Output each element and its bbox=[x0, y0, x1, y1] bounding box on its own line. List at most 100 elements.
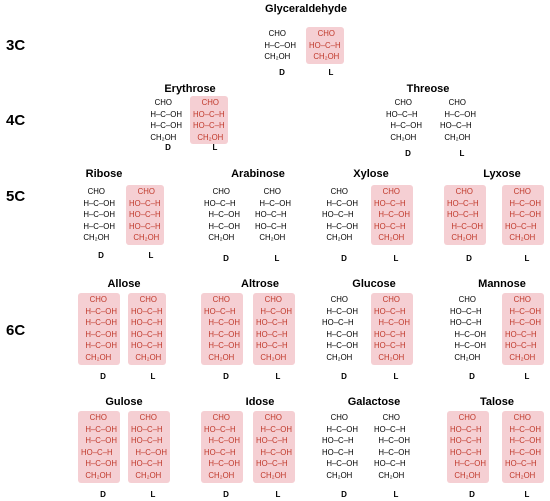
structure-line: HO–C–H bbox=[374, 424, 406, 434]
galactose-l-structure: CHO HO–C–H H–C–OH H–C–OH HO–C–H CH₂OH bbox=[374, 412, 410, 482]
structure-line: CH₂OH bbox=[255, 233, 286, 243]
structure-line: CH₂OH bbox=[131, 352, 162, 362]
structure-line: CHO bbox=[374, 187, 400, 196]
structure-line: H–C–OH bbox=[450, 459, 486, 469]
structure-line: HO–C–H bbox=[204, 198, 236, 208]
structure-line: CH₂OH bbox=[374, 352, 405, 362]
xylose-l-structure: CHO HO–C–H H–C–OH HO–C–H CH₂OH bbox=[371, 185, 413, 245]
glyceraldehyde-l-label: L bbox=[328, 68, 334, 77]
structure-line: CH₂OH bbox=[81, 470, 112, 480]
sugar-title-gulose: Gulose bbox=[105, 396, 143, 408]
structure-lines: CHO HO–C–H HO–C–H H–C–OH H–C–OH CH₂OH bbox=[450, 294, 486, 364]
arabinose-d-structure: CHO HO–C–H H–C–OH H–C–OH CH₂OH bbox=[204, 186, 240, 244]
structure-line: H–C–OH bbox=[256, 306, 292, 316]
structure-line: H–C–OH bbox=[204, 436, 240, 446]
structure-line: HO–C–H bbox=[322, 447, 354, 457]
structure-line: HO–C–H bbox=[131, 436, 163, 446]
sugar-title-arabinose: Arabinose bbox=[231, 168, 285, 180]
structure-line: HO–C–H bbox=[505, 459, 537, 469]
row-label-3c: 3C bbox=[6, 37, 26, 54]
structure-line: CHO bbox=[81, 413, 107, 422]
structure-line: HO–C–H bbox=[450, 318, 482, 328]
structure-line: HO–C–H bbox=[255, 210, 287, 220]
highlight-background bbox=[190, 96, 228, 145]
sugar-title-galactose: Galactose bbox=[347, 396, 401, 408]
structure-line: HO–C–H bbox=[256, 436, 288, 446]
structure-line: HO–C–H bbox=[193, 121, 225, 131]
sugar-title-erythrose: Erythrose bbox=[164, 83, 216, 95]
structure-line: CH₂OH bbox=[129, 233, 160, 243]
structure-line: H–C–OH bbox=[505, 424, 541, 434]
structure-lines: CHO H–C–OH H–C–OH H–C–OH HO–C–H CH₂OH bbox=[505, 412, 541, 482]
structure-line: H–C–OH bbox=[322, 459, 358, 469]
highlight-background bbox=[502, 293, 544, 365]
threose-d-label: D bbox=[405, 149, 411, 158]
structure-line: HO–C–H bbox=[204, 306, 236, 316]
ribose-l-structure: CHO HO–C–H HO–C–H HO–C–H CH₂OH bbox=[126, 185, 164, 245]
structure-line: CH₂OH bbox=[309, 52, 340, 62]
structure-line: CHO bbox=[79, 187, 105, 196]
structure-line: CHO bbox=[505, 413, 531, 422]
structure-line: HO–C–H bbox=[129, 198, 161, 208]
structure-line: CHO bbox=[374, 295, 400, 304]
structure-line: HO–C–H bbox=[450, 447, 482, 457]
highlight-background bbox=[201, 293, 243, 365]
structure-line: CH₂OH bbox=[204, 470, 235, 480]
structure-line: CHO bbox=[386, 98, 412, 107]
structure-line: CHO bbox=[81, 295, 107, 304]
structure-lines: CHO H–C–OH HO–C–H HO–C–H HO–C–H CH₂OH bbox=[256, 294, 292, 364]
structure-lines: CHO HO–C–H H–C–OH HO–C–H HO–C–H CH₂OH bbox=[374, 294, 410, 364]
structure-line: CHO bbox=[505, 187, 531, 196]
structure-lines: CHO H–C–OH HO–C–H HO–C–H H–C–OH CH₂OH bbox=[322, 412, 358, 482]
altrose-l-structure: CHO H–C–OH HO–C–H HO–C–H HO–C–H CH₂OH bbox=[253, 293, 295, 365]
structure-line: H–C–OH bbox=[131, 447, 167, 457]
structure-line: HO–C–H bbox=[204, 447, 236, 457]
structure-line: H–C–OH bbox=[505, 436, 541, 446]
structure-line: HO–C–H bbox=[374, 221, 406, 231]
sugar-title-idose: Idose bbox=[245, 396, 275, 408]
structure-lines: CHO HO–C–H H–C–OH HO–C–H H–C–OH CH₂OH bbox=[204, 412, 240, 482]
structure-lines: CHO HO–C–H HO–C–H CH₂OH bbox=[193, 97, 225, 143]
structure-line: H–C–OH bbox=[81, 329, 117, 339]
structure-line: CHO bbox=[440, 98, 466, 107]
highlight-background bbox=[371, 185, 413, 245]
arabinose-d-label: D bbox=[223, 254, 229, 263]
galactose-l-label: L bbox=[393, 490, 399, 499]
structure-line: H–C–OH bbox=[81, 306, 117, 316]
structure-line: CH₂OH bbox=[505, 233, 536, 243]
gulose-d-label: D bbox=[100, 490, 106, 499]
structure-line: CHO bbox=[322, 295, 348, 304]
structure-line: CH₂OH bbox=[386, 132, 417, 142]
structure-line: HO–C–H bbox=[322, 210, 354, 220]
glyceraldehyde-d-label: D bbox=[279, 68, 285, 77]
structure-line: HO–C–H bbox=[131, 318, 163, 328]
glucose-d-structure: CHO H–C–OH HO–C–H H–C–OH H–C–OH CH₂OH bbox=[322, 294, 358, 364]
highlight-background bbox=[201, 411, 243, 483]
structure-line: HO–C–H bbox=[131, 306, 163, 316]
structure-lines: CHO HO–C–H H–C–OH H–C–OH H–C–OH CH₂OH bbox=[204, 294, 240, 364]
structure-line: H–C–OH bbox=[79, 198, 115, 208]
mannose-d-label: D bbox=[469, 372, 475, 381]
structure-line: HO–C–H bbox=[256, 329, 288, 339]
sugar-title-glyceraldehyde: Glyceraldehyde bbox=[265, 3, 347, 15]
allose-l-label: L bbox=[150, 372, 156, 381]
structure-line: HO–C–H bbox=[374, 329, 406, 339]
xylose-d-structure: CHO H–C–OH HO–C–H H–C–OH CH₂OH bbox=[322, 186, 358, 244]
structure-line: H–C–OH bbox=[374, 436, 410, 446]
structure-line: HO–C–H bbox=[131, 424, 163, 434]
talose-d-label: D bbox=[469, 490, 475, 499]
ribose-d-structure: CHO H–C–OH H–C–OH H–C–OH CH₂OH bbox=[79, 186, 115, 244]
structure-line: CHO bbox=[322, 187, 348, 196]
structure-line: HO–C–H bbox=[204, 424, 236, 434]
structure-line: CHO bbox=[193, 98, 219, 107]
structure-line: CH₂OH bbox=[193, 132, 224, 142]
structure-lines: CHO HO–C–H HO–C–H HO–C–H H–C–OH CH₂OH bbox=[450, 412, 486, 482]
structure-line: HO–C–H bbox=[374, 198, 406, 208]
altrose-d-label: D bbox=[223, 372, 229, 381]
row-label-6c: 6C bbox=[6, 322, 26, 339]
structure-line: HO–C–H bbox=[374, 459, 406, 469]
structure-lines: CHO HO–C–H H–C–OH H–C–OH HO–C–H CH₂OH bbox=[374, 412, 410, 482]
allose-l-structure: CHO HO–C–H HO–C–H HO–C–H HO–C–H CH₂OH bbox=[128, 293, 166, 365]
structure-line: CH₂OH bbox=[374, 470, 405, 480]
structure-line: HO–C–H bbox=[505, 329, 537, 339]
